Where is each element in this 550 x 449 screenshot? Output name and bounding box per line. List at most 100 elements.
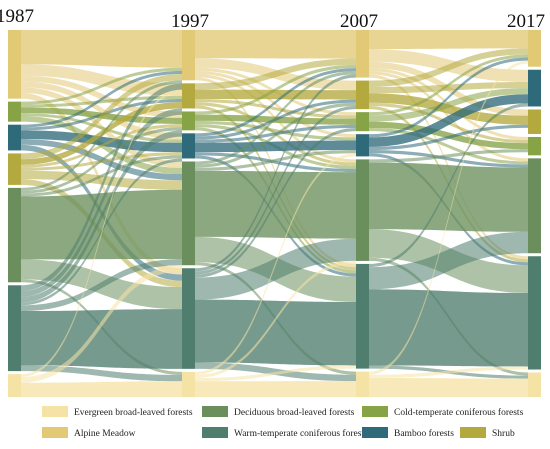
legend-swatch-shrub	[460, 427, 486, 438]
node-2007-cold	[356, 112, 369, 132]
flow-1987-warm-to-1997-warm	[21, 309, 182, 369]
legend-swatch-cold	[362, 406, 388, 417]
flow-1987-shrub-to-1997-shrub	[21, 102, 182, 165]
flow-2007-deciduous-to-2017-deciduous	[369, 162, 528, 232]
node-1987-bamboo	[8, 124, 21, 151]
flow-1987-cold-to-1997-bamboo	[21, 113, 182, 143]
node-1987-cold	[8, 101, 21, 122]
node-2007-alpine	[356, 30, 369, 78]
flow-1987-deciduous-to-1997-deciduous	[21, 189, 182, 260]
legend: Evergreen broad-leaved forests Deciduous …	[42, 406, 524, 439]
flow-1987-evergreen-to-1997-evergreen	[21, 381, 182, 397]
flow-1987-evergreen-to-1997-deciduous	[21, 265, 182, 383]
flow-1987-shrub-to-1997-cold	[21, 124, 182, 168]
legend-label-warm: Warm-temperate coniferous forests	[234, 428, 368, 439]
node-2017-warm	[528, 256, 541, 370]
flow-1997-cold-to-2007-alpine	[195, 64, 356, 115]
flow-1987-warm-to-1997-cold	[21, 130, 182, 303]
flow-1987-warm-to-1997-shrub	[21, 108, 182, 297]
node-2007-warm	[356, 263, 369, 369]
node-1987-deciduous	[8, 187, 21, 283]
flow-1997-warm-to-2007-cold	[195, 128, 356, 278]
flow-1987-cold-to-1997-alpine	[21, 67, 182, 105]
node-1997-warm	[182, 268, 195, 369]
flow-1997-cold-to-2007-bamboo	[195, 120, 356, 141]
year-label-2007: 2007	[340, 11, 378, 32]
flow-2007-alpine-to-2017-alpine	[369, 30, 528, 50]
flow-1997-shrub-to-2007-alpine	[195, 58, 356, 90]
year-label-2017: 2017	[507, 11, 545, 32]
flow-2007-deciduous-to-2017-cold	[369, 149, 528, 163]
node-1997-shrub	[182, 83, 195, 109]
node-1997-evergreen	[182, 371, 195, 397]
flow-1997-evergreen-to-2007-evergreen	[195, 381, 356, 397]
flow-2007-warm-to-2017-deciduous	[369, 231, 528, 290]
flow-1997-deciduous-to-2007-deciduous	[195, 170, 356, 239]
legend-swatch-evergreen	[42, 406, 68, 417]
flow-1997-evergreen-to-2007-warm	[195, 365, 356, 382]
flow-2007-shrub-to-2017-shrub	[369, 93, 528, 125]
flow-1997-warm-to-2007-shrub	[195, 105, 356, 275]
flow-2007-warm-to-2017-bamboo	[369, 103, 528, 268]
flow-2007-shrub-to-2017-alpine	[369, 48, 528, 87]
node-2017-deciduous	[528, 158, 541, 254]
flow-1987-alpine-to-1997-bamboo	[21, 81, 182, 140]
flow-2007-bamboo-to-2017-alpine	[369, 57, 528, 138]
flow-1987-warm-to-1997-alpine	[21, 83, 182, 292]
flow-1997-deciduous-to-2007-shrub	[195, 102, 356, 168]
year-node-stacks	[8, 30, 541, 397]
flow-2007-shrub-to-2017-bamboo	[369, 81, 528, 94]
flow-1997-bamboo-to-2007-deciduous	[195, 152, 356, 173]
flow-1997-evergreen-to-2007-bamboo	[195, 153, 356, 375]
year-label-1987: 1987	[0, 6, 34, 27]
node-1987-evergreen	[8, 374, 21, 397]
legend-label-deciduous: Deciduous broad-leaved forests	[234, 407, 355, 418]
legend-swatch-deciduous	[202, 406, 228, 417]
node-1987-warm	[8, 285, 21, 372]
flow-1987-warm-to-1997-bamboo	[21, 158, 182, 306]
legend-swatch-alpine	[42, 427, 68, 438]
legend-label-alpine: Alpine Meadow	[74, 429, 136, 439]
flow-1987-deciduous-to-1997-alpine	[21, 80, 182, 191]
flow-2007-evergreen-to-2017-warm	[369, 366, 528, 378]
flow-1997-evergreen-to-2007-deciduous	[195, 260, 356, 379]
flow-2007-evergreen-to-2017-evergreen	[369, 377, 528, 397]
flow-1987-shrub-to-1997-alpine	[21, 74, 182, 160]
node-2017-alpine	[528, 30, 541, 67]
year-label-1997: 1997	[171, 11, 209, 32]
flow-2007-bamboo-to-2017-shrub	[369, 124, 528, 151]
flow-1987-warm-to-1997-deciduous	[21, 258, 182, 312]
flow-1987-shrub-to-1997-deciduous	[21, 170, 182, 190]
flow-1987-alpine-to-1997-cold	[21, 75, 182, 118]
flow-1987-bamboo-to-1997-alpine	[21, 70, 182, 128]
flow-1987-deciduous-to-1997-bamboo	[21, 155, 182, 197]
flow-1987-bamboo-to-1997-bamboo	[21, 130, 182, 153]
flow-1997-deciduous-to-2007-alpine	[195, 71, 356, 165]
node-1997-cold	[182, 111, 195, 131]
node-2007-bamboo	[356, 134, 369, 157]
legend-label-cold: Cold-temperate coniferous forests	[394, 407, 524, 418]
year-labels: 1987 1997 2007 2017	[0, 6, 545, 32]
node-1987-alpine	[8, 30, 21, 99]
legend-swatch-bamboo	[362, 427, 388, 438]
flow-1997-shrub-to-2007-cold	[195, 99, 356, 119]
node-2007-evergreen	[356, 371, 369, 397]
legend-label-evergreen: Evergreen broad-leaved forests	[74, 407, 193, 418]
flow-1997-alpine-to-2007-alpine	[195, 30, 356, 59]
node-2007-deciduous	[356, 159, 369, 261]
flow-1987-evergreen-to-1997-alpine	[21, 89, 182, 377]
legend-label-shrub: Shrub	[492, 429, 515, 439]
flow-2007-bamboo-to-2017-deciduous	[369, 150, 528, 168]
node-2017-shrub	[528, 109, 541, 134]
flow-1997-warm-to-2007-warm	[195, 299, 356, 366]
flow-2007-evergreen-to-2017-alpine	[369, 60, 528, 375]
flow-2007-warm-to-2017-warm	[369, 289, 528, 367]
flow-1997-bamboo-to-2007-shrub	[195, 99, 356, 140]
node-1987-shrub	[8, 153, 21, 185]
flow-links	[21, 30, 528, 397]
flow-1997-bamboo-to-2007-bamboo	[195, 140, 356, 153]
flow-1997-warm-to-2007-alpine	[195, 74, 356, 272]
flow-2007-cold-to-2017-alpine	[369, 54, 528, 116]
node-2017-cold	[528, 136, 541, 156]
